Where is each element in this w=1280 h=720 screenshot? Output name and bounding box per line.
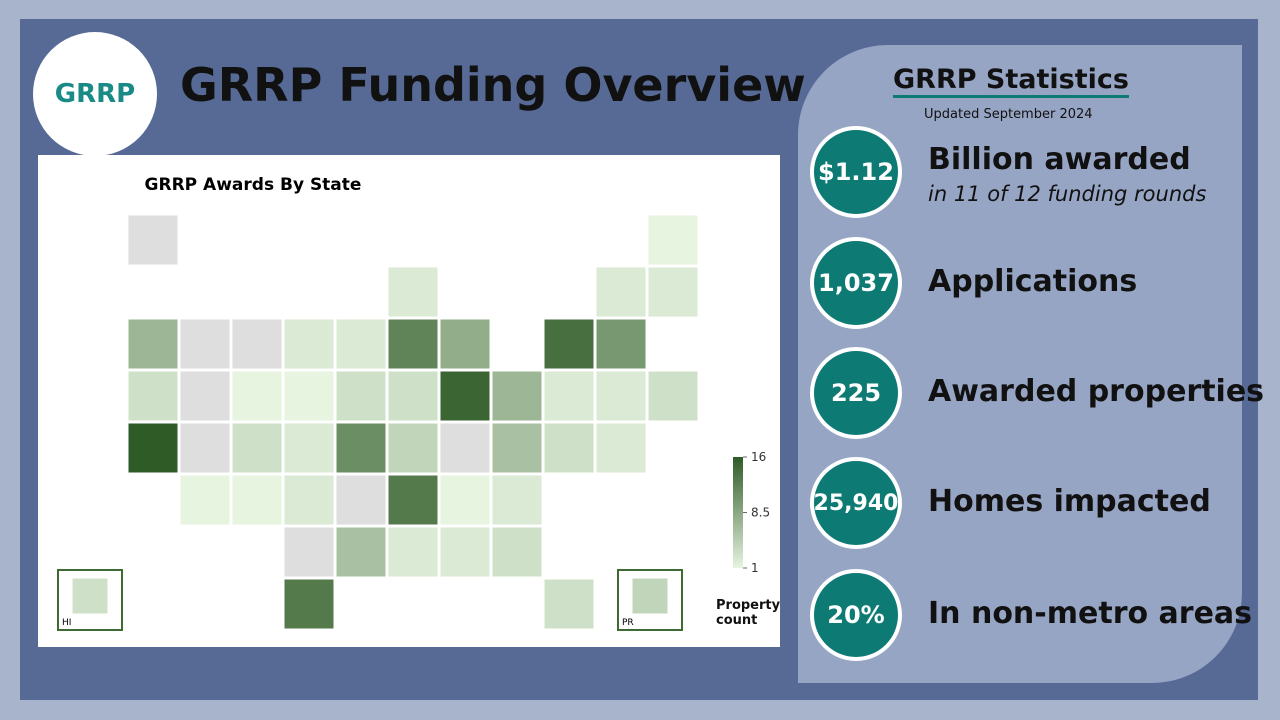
state [127, 214, 179, 266]
legend-tick-label: 16 [751, 450, 766, 464]
state [335, 318, 387, 370]
stat-value: 20% [810, 569, 902, 661]
state [231, 422, 283, 474]
state [491, 526, 543, 578]
state [335, 474, 387, 526]
stat-label: Awarded properties [928, 374, 1265, 409]
logo: GRRP [33, 32, 157, 156]
state [647, 266, 699, 318]
stat-label: Homes impacted [928, 484, 1211, 519]
state [283, 422, 335, 474]
state [387, 318, 439, 370]
state [71, 577, 109, 615]
state [543, 578, 595, 630]
inset-box [617, 569, 683, 631]
state [631, 577, 669, 615]
state [439, 422, 491, 474]
state [439, 474, 491, 526]
map: GRRP Awards By State HI PR 1 8.5 16 [57, 175, 770, 631]
state [647, 370, 699, 422]
stat-value: $1.12 [810, 126, 902, 218]
state [543, 422, 595, 474]
stat-label: In non-metro areas [928, 596, 1253, 631]
state [387, 474, 439, 526]
state [387, 370, 439, 422]
map-title: GRRP Awards By State [145, 175, 362, 195]
state [283, 318, 335, 370]
state [231, 318, 283, 370]
state [127, 318, 179, 370]
map-panel: GRRP Awards By State HI PR 1 8.5 16 [38, 155, 780, 647]
state [179, 474, 231, 526]
stat-label: Applications [928, 264, 1138, 299]
state [387, 422, 439, 474]
legend-tick-label: 8.5 [751, 506, 770, 520]
state [335, 370, 387, 422]
inset-label: HI [62, 618, 71, 628]
stat-note: in 11 of 12 funding rounds [928, 182, 1207, 206]
state [127, 370, 179, 422]
inset-box [57, 569, 123, 631]
stat-value: 1,037 [810, 237, 902, 329]
stats-title: GRRP Statistics [893, 64, 1129, 98]
stat-label: Billion awarded [928, 142, 1191, 177]
legend-tick-label: 1 [751, 561, 759, 575]
state [491, 370, 543, 422]
state [595, 422, 647, 474]
state [335, 422, 387, 474]
state [439, 318, 491, 370]
state [283, 474, 335, 526]
state [231, 370, 283, 422]
state [387, 266, 439, 318]
stats-updated: Updated September 2024 [924, 107, 1093, 122]
state [439, 370, 491, 422]
state [179, 318, 231, 370]
state [127, 422, 179, 474]
state [595, 370, 647, 422]
state [283, 578, 335, 630]
state [387, 526, 439, 578]
state [231, 474, 283, 526]
state [283, 370, 335, 422]
state [283, 526, 335, 578]
state [543, 318, 595, 370]
state [647, 214, 699, 266]
inset-label: PR [622, 618, 634, 628]
legend-title: Property count [716, 598, 781, 628]
state [179, 422, 231, 474]
state [439, 526, 491, 578]
state [491, 474, 543, 526]
page-title: GRRP Funding Overview [180, 58, 806, 112]
legend-bar [733, 457, 743, 568]
stat-value: 225 [810, 347, 902, 439]
state [335, 526, 387, 578]
state [543, 370, 595, 422]
stat-value: 25,940 [810, 457, 902, 549]
state [491, 422, 543, 474]
state [595, 318, 647, 370]
state [179, 370, 231, 422]
state [595, 266, 647, 318]
